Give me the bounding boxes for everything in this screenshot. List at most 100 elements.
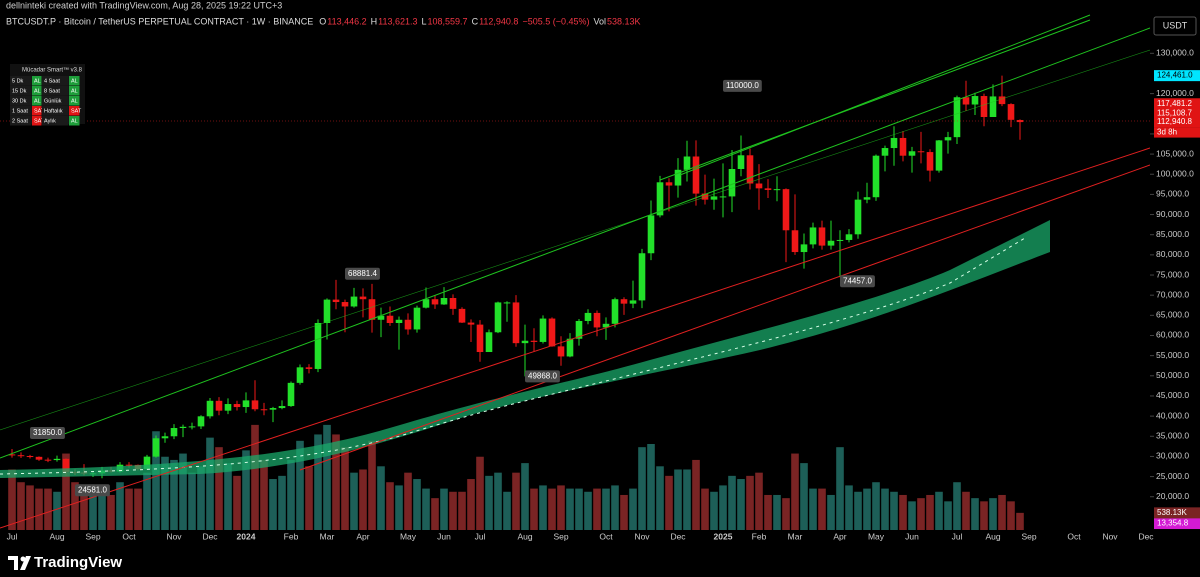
volume-bar	[134, 488, 142, 530]
annotation-box	[75, 484, 110, 497]
candle-body	[287, 382, 295, 407]
volume-bar	[143, 472, 151, 530]
volume-bar	[764, 494, 772, 530]
x-tick-label: Jul	[475, 531, 486, 541]
candle-body	[971, 96, 979, 105]
table-cell	[10, 96, 32, 106]
volume-bar	[224, 463, 232, 530]
y-tick-label: 105,000.0	[1156, 148, 1194, 158]
volume-bar	[683, 469, 691, 530]
candle-body	[575, 320, 583, 339]
table-cell	[69, 96, 80, 106]
candle-body	[233, 404, 241, 408]
candle-body	[359, 296, 367, 300]
candle-body	[872, 155, 880, 198]
candle-body	[926, 152, 934, 171]
candle-body	[215, 400, 223, 411]
countdown: 3d 8h	[1157, 128, 1177, 137]
table-cell	[69, 86, 80, 96]
volume-bar	[611, 485, 619, 530]
volume-bar	[836, 447, 844, 530]
ohlc-value: 113,446.2	[327, 16, 366, 26]
candle-body	[125, 464, 133, 466]
volume-bar	[269, 479, 277, 530]
currency-box[interactable]	[1153, 16, 1197, 36]
table-cell	[32, 106, 42, 116]
currency[interactable]: USDT	[1163, 20, 1188, 30]
volume-bar	[431, 498, 439, 530]
volume-bar	[494, 472, 502, 530]
candle-body	[152, 438, 160, 457]
table-cell	[42, 116, 69, 126]
volume-bar	[647, 444, 655, 530]
volume-bar	[125, 488, 133, 530]
table-cell	[69, 106, 80, 116]
volume-bar	[971, 498, 979, 530]
vol-key: Vol	[594, 16, 607, 26]
candle-body	[26, 456, 34, 458]
table-cell	[10, 86, 32, 96]
candle-body	[647, 215, 655, 254]
table-cell	[10, 106, 32, 116]
table-signal: AL	[71, 118, 78, 124]
volume-bar	[404, 472, 412, 530]
logo	[8, 556, 31, 570]
candle-body	[197, 416, 205, 427]
x-tick-label: Dec	[670, 531, 686, 541]
annotation-label: 110000.0	[726, 81, 759, 90]
y-tick-label: 85,000.0	[1156, 229, 1189, 239]
volume-bar	[638, 447, 646, 530]
table-label: 4 Saat	[44, 78, 60, 84]
volume-bar	[953, 482, 961, 530]
volume-bar	[593, 488, 601, 530]
table-label: 8 Saat	[44, 88, 60, 94]
candle-body	[188, 426, 196, 428]
candle-body	[692, 156, 700, 194]
candle-body	[512, 302, 520, 344]
candle-body	[305, 367, 313, 369]
y-tick-label: 80,000.0	[1156, 249, 1189, 259]
volume-bar	[719, 485, 727, 530]
volume-bar	[206, 437, 214, 530]
volume-bar	[827, 494, 835, 530]
volume-bar	[476, 456, 484, 530]
annotation-label: 24581.0	[78, 485, 107, 494]
x-tick-label: Sep	[85, 531, 100, 541]
candle-body	[764, 188, 772, 190]
candle-body	[584, 312, 592, 321]
x-tick-label: Feb	[284, 531, 299, 541]
volume-bar	[341, 447, 349, 530]
candle-body	[701, 193, 709, 200]
y-tick-label: 100,000.0	[1156, 168, 1194, 178]
volume-bar	[287, 459, 295, 530]
channel-line	[0, 27, 1150, 459]
volume-bar	[170, 459, 178, 530]
candle-body	[368, 299, 376, 320]
volume-bar	[35, 488, 43, 530]
candle-body	[917, 151, 925, 153]
x-tick-label: Aug	[49, 531, 64, 541]
x-tick-label: Oct	[1067, 531, 1081, 541]
candle-body	[161, 436, 169, 439]
x-tick-label: Nov	[634, 531, 650, 541]
candle-body	[809, 227, 817, 245]
price-marker-label: 124,461.0	[1157, 71, 1193, 80]
volume-bar	[737, 479, 745, 530]
table-cell	[42, 106, 69, 116]
volume-marker	[1154, 507, 1200, 519]
candle-body	[494, 302, 502, 333]
candle-body	[962, 97, 970, 105]
volume-bar	[602, 488, 610, 530]
candle-body	[503, 302, 511, 304]
volume-bar	[899, 494, 907, 530]
x-tick-label: Nov	[1102, 531, 1118, 541]
y-tick-label: 90,000.0	[1156, 209, 1189, 219]
volume-bar	[260, 459, 268, 530]
volume-bar	[503, 491, 511, 530]
volume-bar	[935, 491, 943, 530]
candle-body	[53, 458, 61, 461]
candle-body	[350, 296, 358, 307]
annotation-label: 31850.0	[33, 428, 62, 437]
volume-bar	[584, 491, 592, 530]
annotation-box	[525, 370, 560, 383]
